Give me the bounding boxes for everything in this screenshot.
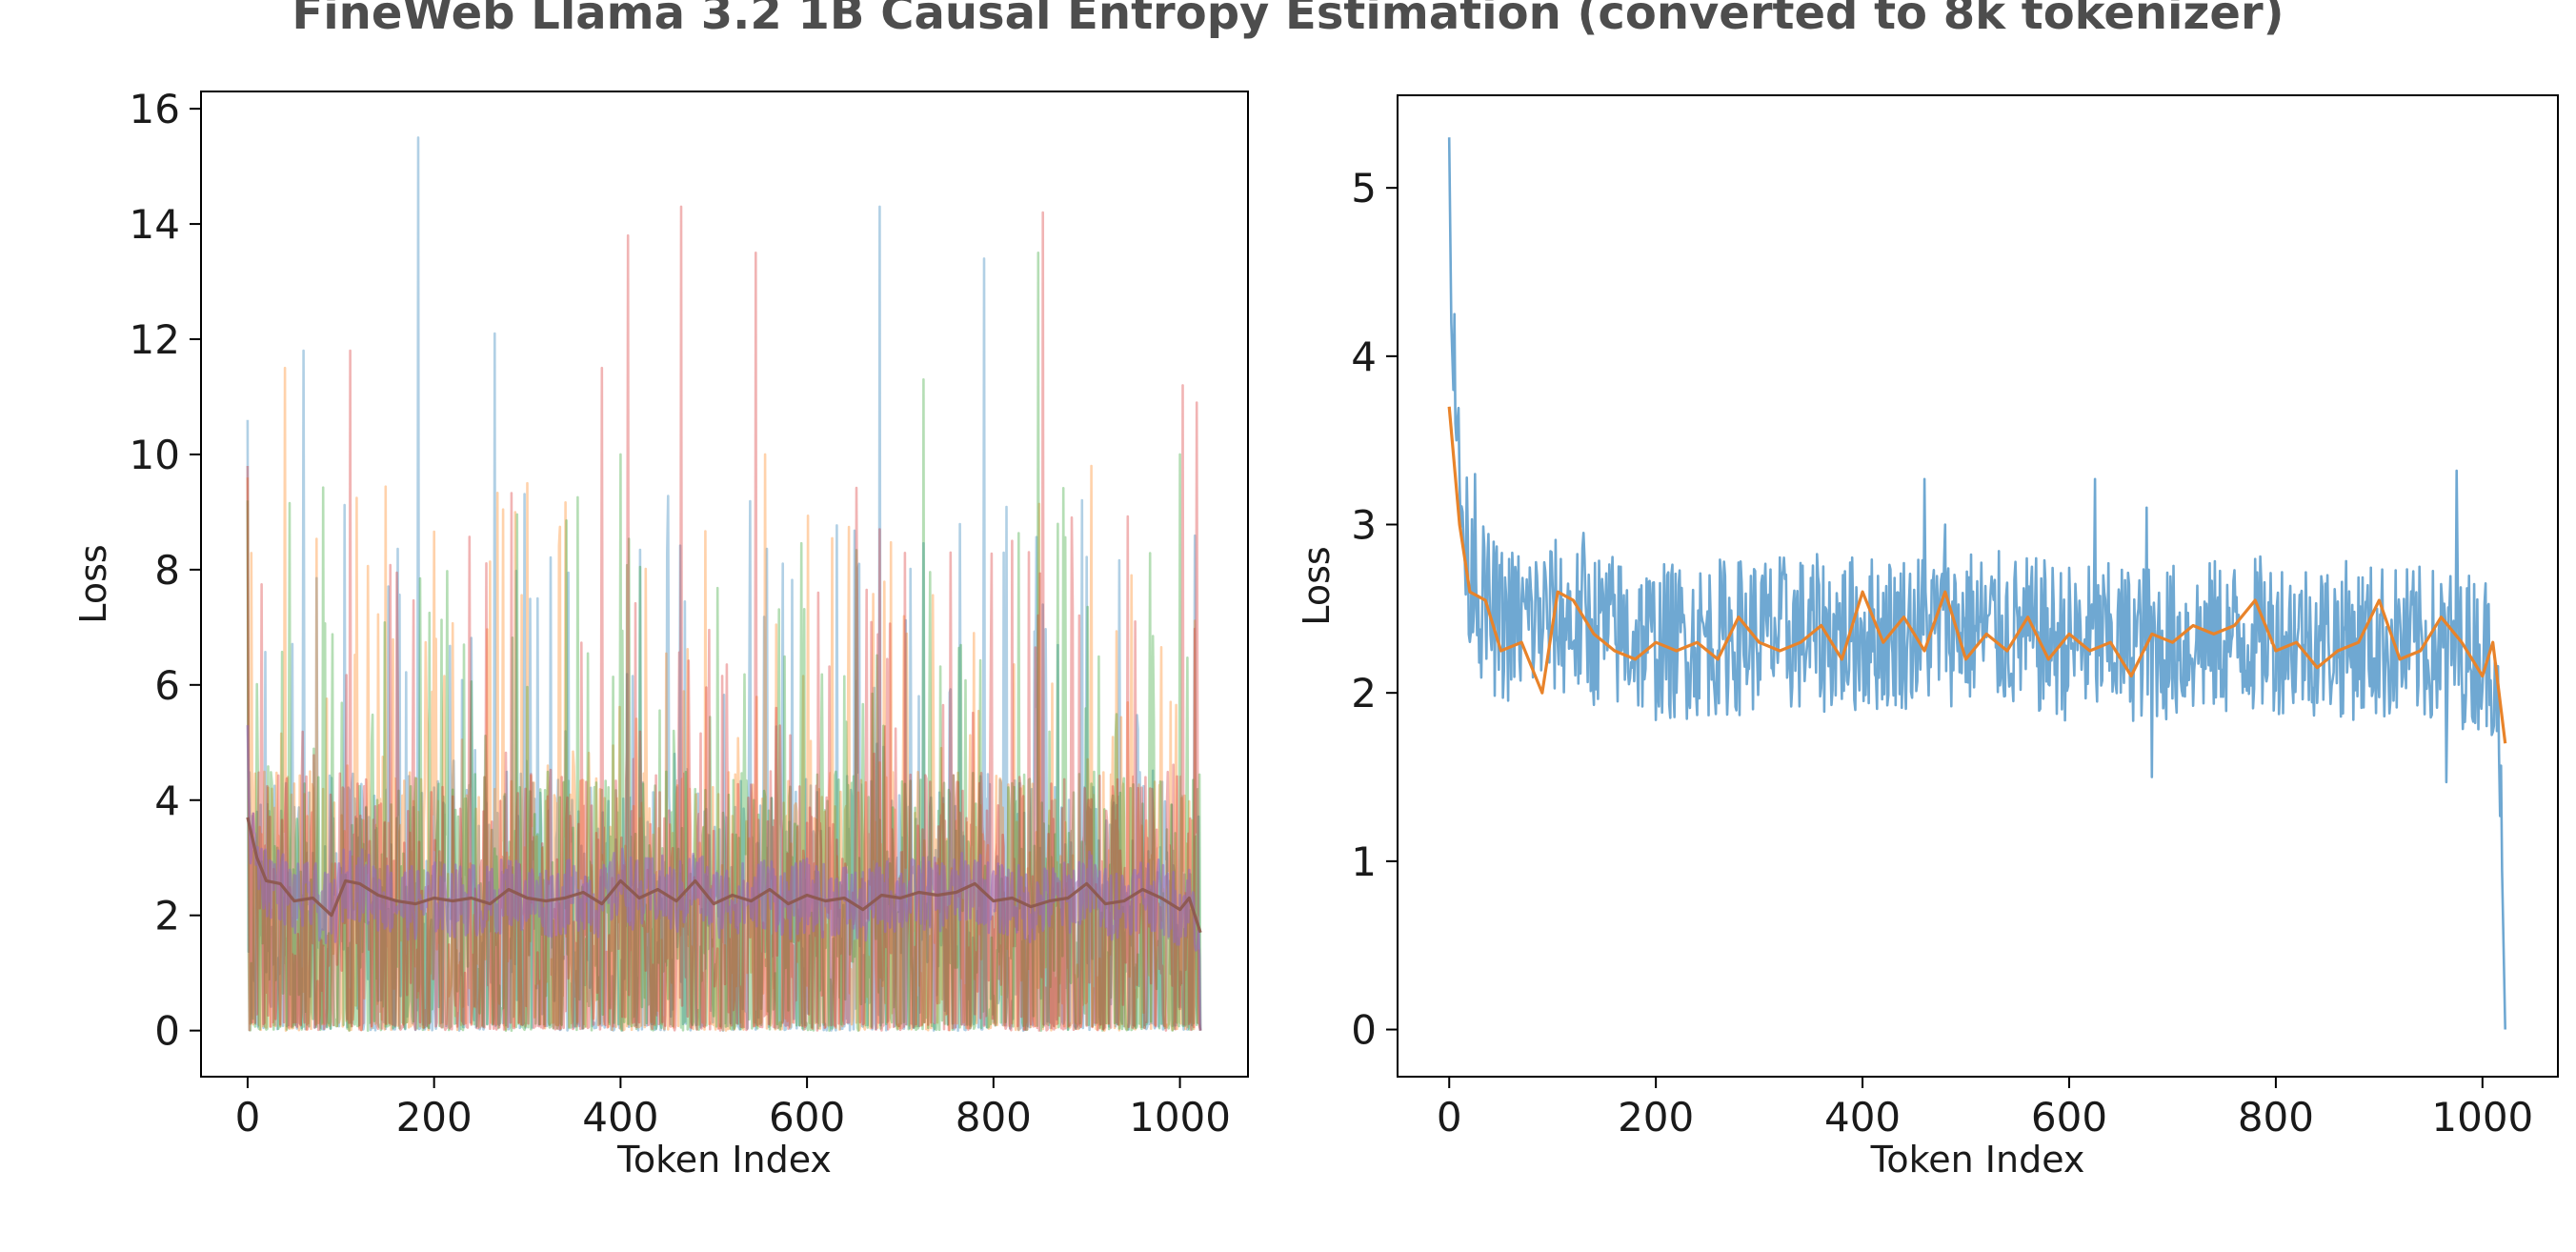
y-tick-label: 2	[154, 893, 180, 939]
figure-title: FineWeb Llama 3.2 1B Causal Entropy Esti…	[292, 0, 2284, 40]
x-tick-label: 200	[1618, 1094, 1694, 1141]
y-tick-label: 5	[1351, 165, 1377, 212]
right-traces	[1447, 137, 2507, 1030]
y-tick-label: 16	[130, 86, 180, 132]
x-tick-label: 800	[956, 1094, 1032, 1141]
left-xlabel: Token Index	[616, 1139, 832, 1181]
plot-frame	[1397, 94, 2559, 1078]
y-tick-label: 4	[1351, 333, 1377, 380]
right-xlabel: Token Index	[1870, 1139, 2085, 1181]
x-tick-label: 400	[1824, 1094, 1901, 1141]
right-panel: 0 200 400 600 800 1000 0 1 2 3 4 5 Token Index Loss	[1296, 94, 2559, 1181]
y-tick-label: 12	[130, 316, 180, 363]
y-tick-label: 3	[1351, 502, 1377, 549]
y-tick-label: 6	[154, 662, 180, 709]
x-tick-label: 400	[582, 1094, 658, 1141]
x-tick-label: 0	[235, 1094, 261, 1141]
y-tick-label: 2	[1351, 670, 1377, 717]
series-line-purple	[246, 725, 1202, 1031]
series-line-brown	[246, 817, 1202, 934]
y-tick-label: 4	[154, 777, 180, 824]
series-line-line_blue	[1447, 137, 2506, 1030]
x-tick-label: 1000	[2431, 1094, 2533, 1141]
x-tick-label: 0	[1437, 1094, 1462, 1141]
y-tick-label: 0	[1351, 1007, 1377, 1054]
series-line-line_orange	[1447, 406, 2507, 744]
x-tick-label: 600	[2031, 1094, 2107, 1141]
y-tick-label: 14	[130, 201, 180, 248]
y-tick-label: 0	[154, 1008, 180, 1055]
left-panel: 0 200 400 600 800 1000 0 2 4 6 8 10 12 14 16 Token Ind…	[72, 86, 1249, 1181]
left-ylabel: Loss	[72, 544, 114, 623]
series-line-red	[246, 205, 1202, 1032]
left-traces	[246, 136, 1202, 1032]
series-line-orange	[246, 366, 1202, 1032]
y-tick-label: 8	[154, 547, 180, 594]
x-tick-label: 1000	[1129, 1094, 1231, 1141]
x-tick-label: 200	[396, 1094, 473, 1141]
y-tick-label: 10	[130, 432, 180, 478]
x-tick-label: 800	[2238, 1094, 2314, 1141]
right-axes: 0 200 400 600 800 1000 0 1 2 3 4 5	[1351, 94, 2559, 1141]
right-ylabel: Loss	[1296, 546, 1338, 625]
y-tick-label: 1	[1351, 838, 1377, 885]
left-axes: 0 200 400 600 800 1000 0 2 4 6 8 10 12 14 16	[130, 86, 1249, 1141]
series-line-blue	[246, 136, 1202, 1032]
plot-frame	[200, 91, 1249, 1078]
x-tick-label: 600	[769, 1094, 845, 1141]
